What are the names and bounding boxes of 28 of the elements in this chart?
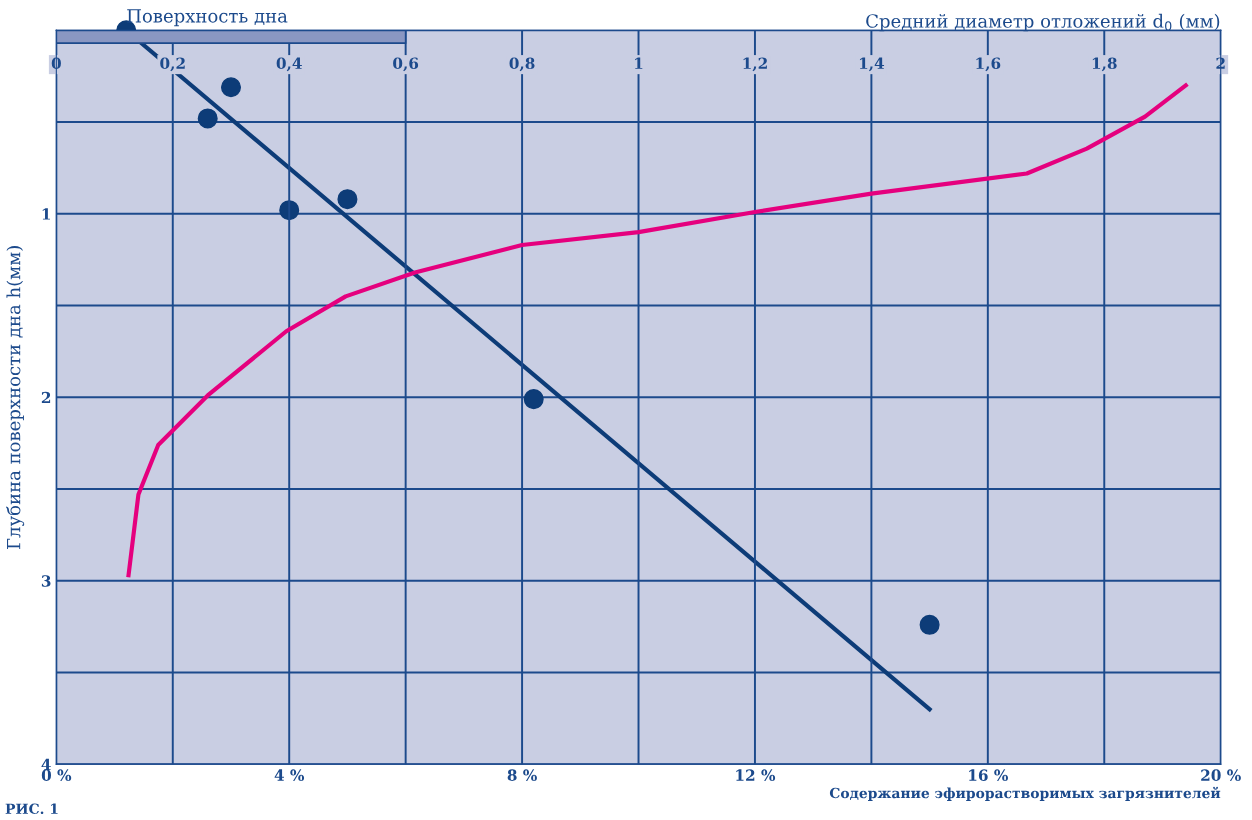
y-tick-label: 2 — [41, 391, 51, 404]
x2-tick-label: 1,4 — [859, 57, 885, 72]
point — [220, 77, 242, 98]
x2-tick-label: 0,4 — [276, 57, 302, 72]
series-label: Поверхность дна — [127, 9, 288, 27]
x-tick-label: 4 % — [274, 769, 305, 781]
x2-tick-label: 1,8 — [1092, 57, 1117, 72]
x2-tick-label: 1,6 — [976, 57, 1001, 72]
x-axis-title: Содержание эфирорастворимых загрязнителей — [829, 786, 1221, 801]
x2-tick-label: 1 — [635, 57, 643, 69]
y-axis-title: Глубина поверхности дна h(мм) — [6, 246, 25, 549]
point — [919, 614, 940, 635]
x-tick-label: 8 % — [507, 769, 537, 781]
text: РИС. 1 — [5, 803, 58, 815]
x-tick-label: 16 % — [969, 769, 1008, 781]
x-tick-label: 20 % — [1201, 769, 1241, 781]
y-tick-label: 1 — [42, 208, 50, 220]
x2-tick-label: 1,2 — [743, 57, 767, 72]
x2-tick-label: 0,8 — [509, 57, 535, 72]
point — [337, 189, 358, 210]
point — [197, 108, 218, 129]
x2-tick-label: 0,6 — [393, 57, 419, 72]
x2-tick-label: 0,2 — [160, 57, 185, 72]
x-tick-label: 12 % — [736, 769, 776, 781]
y-tick-label: 3 — [41, 575, 51, 587]
point — [523, 389, 544, 410]
y-tick-label: 4 — [41, 758, 51, 771]
x-tick-label: 0 % — [41, 769, 72, 781]
